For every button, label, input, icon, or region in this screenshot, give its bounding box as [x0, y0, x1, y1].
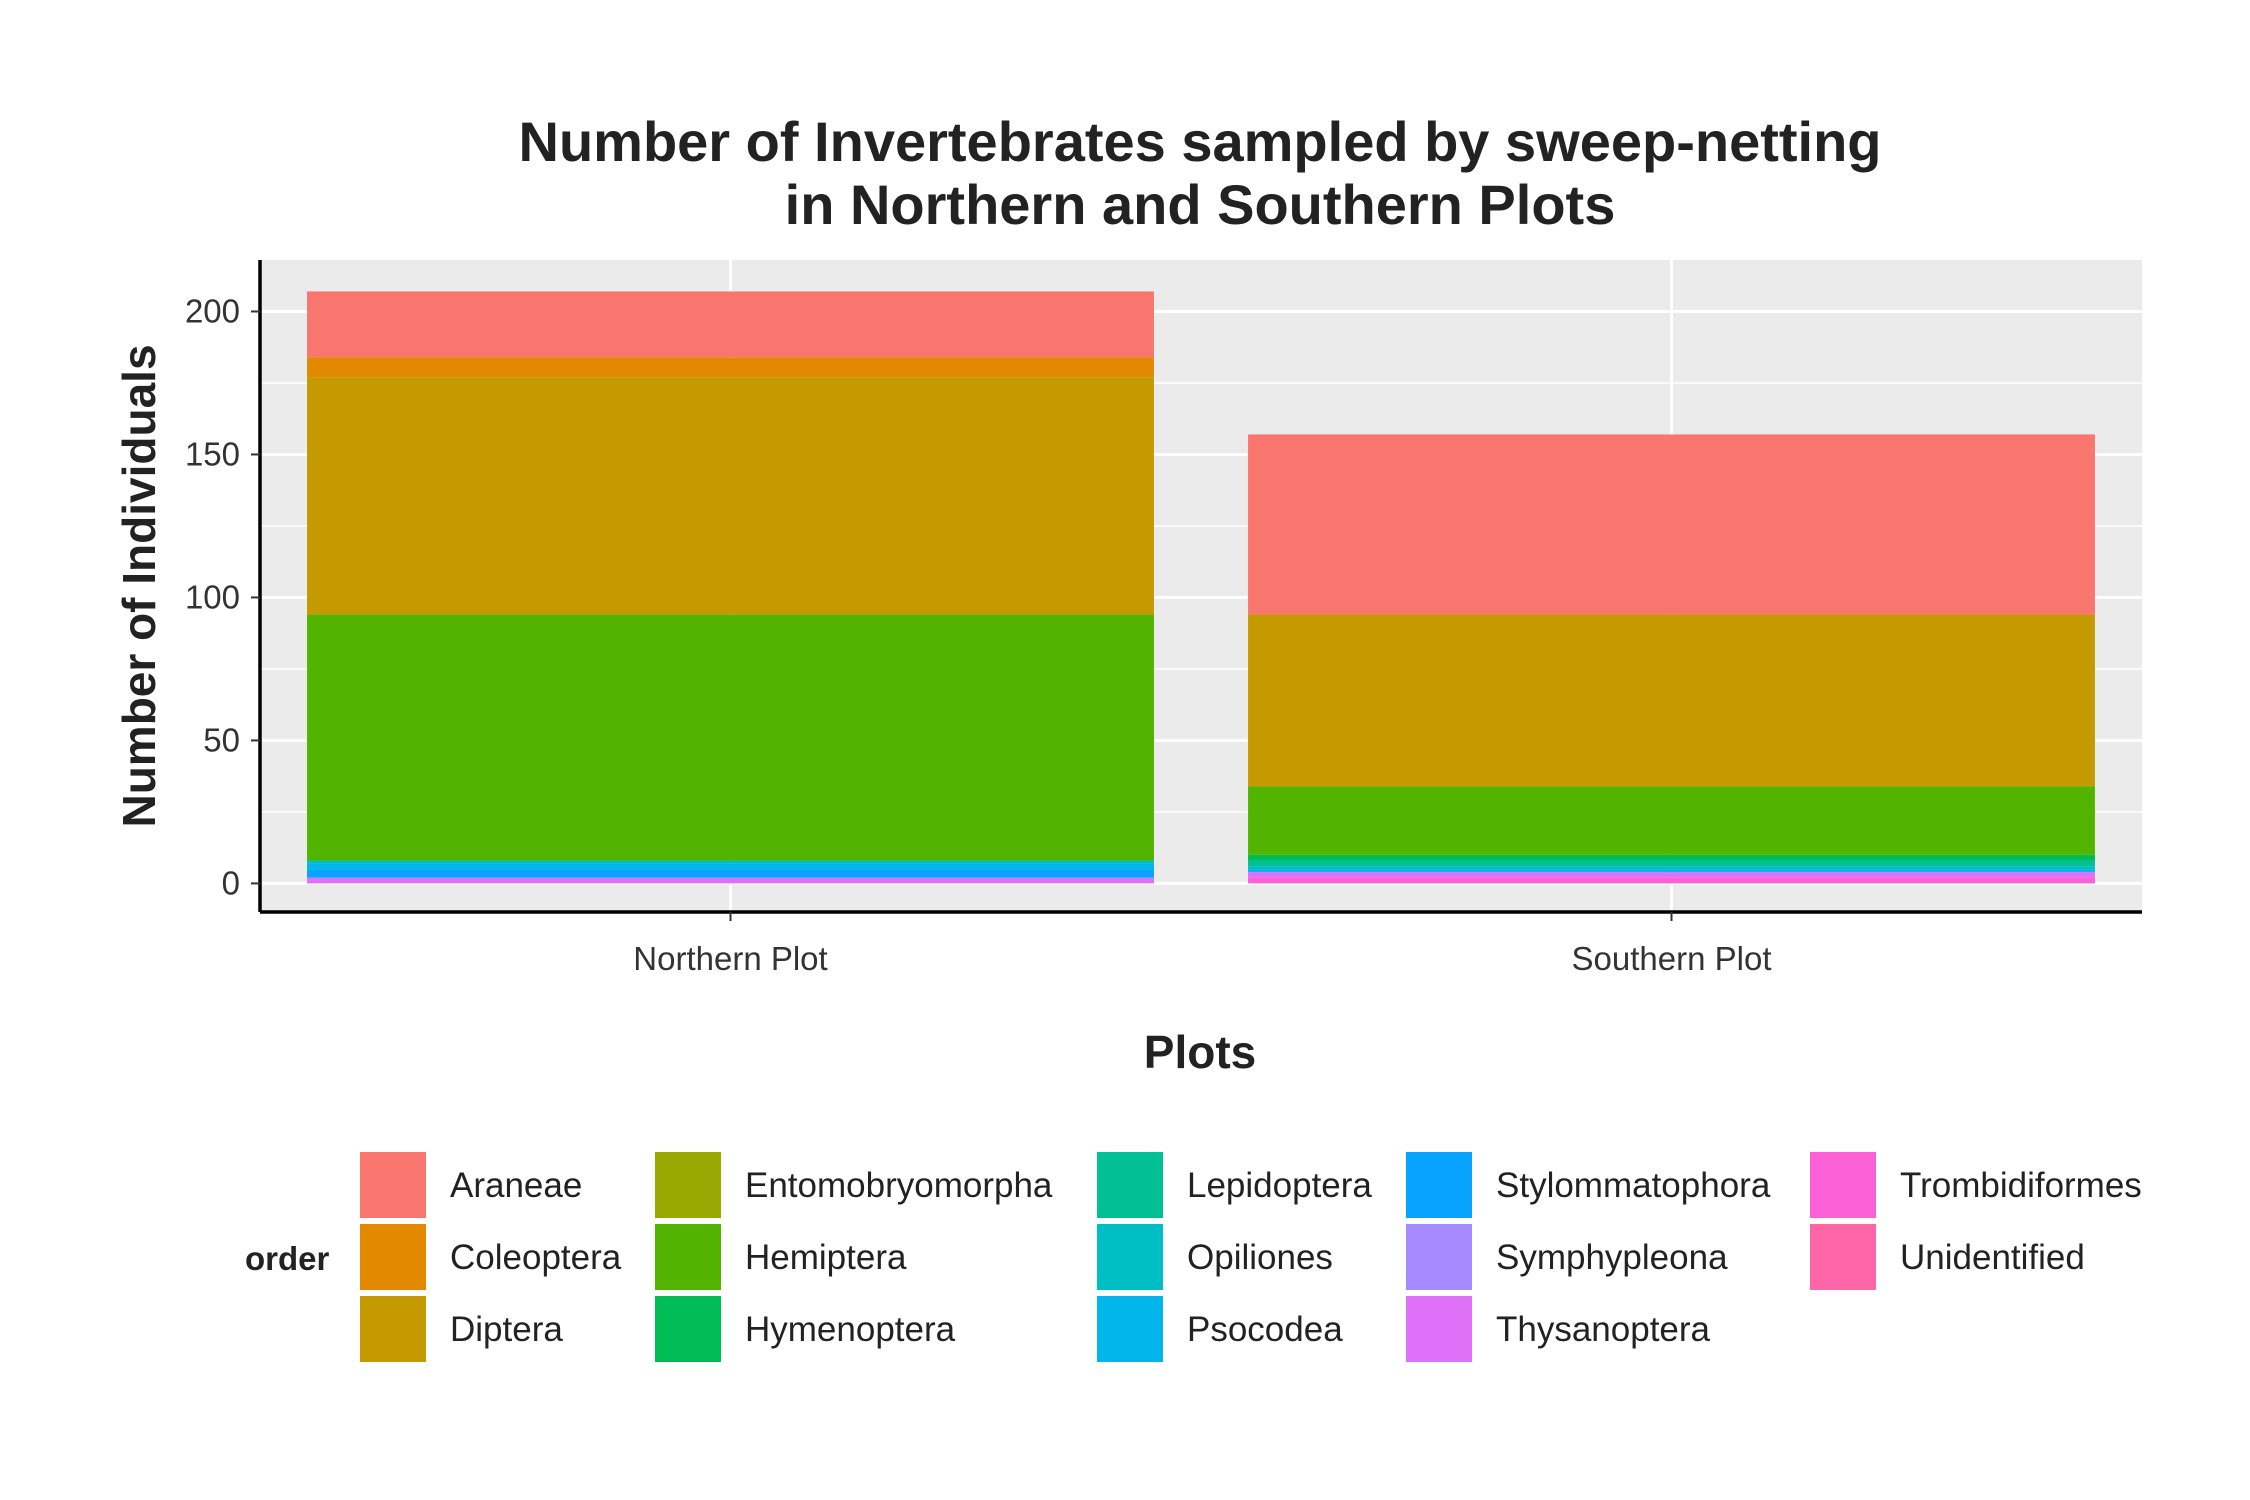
- legend-label: Unidentified: [1900, 1238, 2085, 1277]
- legend-label: Diptera: [450, 1310, 563, 1349]
- legend-label: Araneae: [450, 1166, 582, 1205]
- legend-label: Entomobryomorpha: [745, 1166, 1053, 1205]
- legend-label: Thysanoptera: [1496, 1310, 1711, 1349]
- y-axis-title: Number of Individuals: [113, 344, 165, 827]
- legend-key-hemiptera: [655, 1224, 721, 1290]
- bar-segment-opiliones: [1248, 866, 2095, 870]
- x-axis-ticks: Northern Plot Southern Plot: [633, 912, 1771, 977]
- legend-key-unidentified: [1810, 1224, 1876, 1290]
- legend: order Araneae Coleoptera Diptera Entomobryo…: [245, 1152, 2142, 1362]
- legend-label: Trombidiformes: [1900, 1166, 2142, 1205]
- legend-key-coleoptera: [360, 1224, 426, 1290]
- bar-segment-hemiptera: [1248, 786, 2095, 855]
- y-tick-label: 150: [185, 435, 240, 472]
- bar-segment-hemiptera: [307, 614, 1154, 861]
- legend-key-entomobryomorpha: [655, 1152, 721, 1218]
- legend-key-thysanoptera: [1406, 1296, 1472, 1362]
- y-tick-label: 0: [222, 864, 240, 901]
- legend-label: Symphypleona: [1496, 1238, 1728, 1277]
- bar-segment-stylommatophora: [307, 869, 1154, 878]
- axes: [258, 260, 2142, 914]
- legend-label: Hemiptera: [745, 1238, 907, 1277]
- legend-key-stylommatophora: [1406, 1152, 1472, 1218]
- x-axis-title: Plots: [1144, 1026, 1256, 1078]
- bar-segment-opiliones: [307, 860, 1154, 864]
- bar-segment-thysanoptera: [1248, 871, 2095, 878]
- legend-label: Psocodea: [1187, 1310, 1343, 1349]
- legend-key-opiliones: [1097, 1224, 1163, 1290]
- bar-segment-lepidoptera: [1248, 860, 2095, 867]
- legend-label: Opiliones: [1187, 1238, 1333, 1277]
- bar-segment-araneae: [1248, 434, 2095, 615]
- legend-label: Stylommatophora: [1496, 1166, 1771, 1205]
- y-tick-label: 50: [203, 721, 240, 758]
- bars: [307, 291, 2095, 884]
- bar-segment-hymenoptera: [1248, 854, 2095, 861]
- chart-title: Number of Invertebrates sampled by sweep…: [519, 110, 1882, 236]
- bar-segment-trombidiformes: [1248, 877, 2095, 884]
- bar-segment-diptera: [307, 377, 1154, 615]
- x-tick-label: Southern Plot: [1572, 940, 1772, 977]
- legend-key-hymenoptera: [655, 1296, 721, 1362]
- legend-label: Coleoptera: [450, 1238, 622, 1277]
- legend-key-diptera: [360, 1296, 426, 1362]
- legend-key-lepidoptera: [1097, 1152, 1163, 1218]
- bar-segment-araneae: [307, 291, 1154, 358]
- bar-segment-diptera: [1248, 614, 2095, 787]
- legend-label: Lepidoptera: [1187, 1166, 1372, 1205]
- bar-segment-coleoptera: [307, 357, 1154, 378]
- chart-title-line-2: in Northern and Southern Plots: [785, 173, 1616, 236]
- y-tick-label: 200: [185, 292, 240, 329]
- bar-segment-psocodea: [307, 863, 1154, 870]
- x-tick-label: Northern Plot: [633, 940, 827, 977]
- y-axis-ticks: 0 50 100 150 200: [185, 292, 260, 901]
- legend-key-araneae: [360, 1152, 426, 1218]
- bar-segment-thysanoptera: [307, 877, 1154, 884]
- legend-key-psocodea: [1097, 1296, 1163, 1362]
- bar-segment-psocodea: [1248, 869, 2095, 872]
- legend-key-symphypleona: [1406, 1224, 1472, 1290]
- chart-title-line-1: Number of Invertebrates sampled by sweep…: [519, 110, 1882, 173]
- y-tick-label: 100: [185, 578, 240, 615]
- legend-key-trombidiformes: [1810, 1152, 1876, 1218]
- legend-label: Hymenoptera: [745, 1310, 956, 1349]
- legend-title: order: [245, 1240, 330, 1277]
